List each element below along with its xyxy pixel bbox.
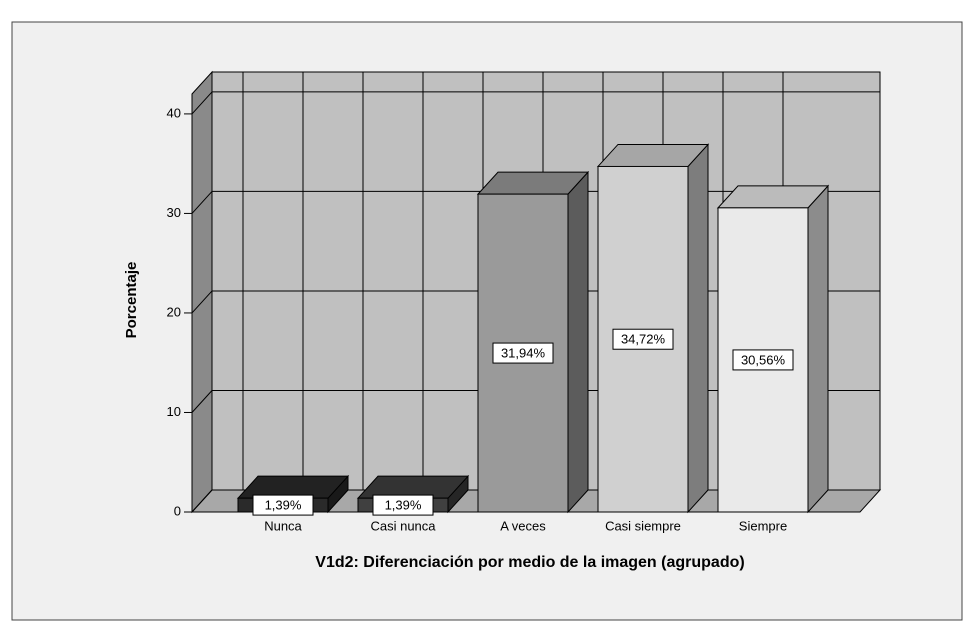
- x-tick-label: Nunca: [264, 518, 302, 533]
- value-label: 1,39%: [385, 498, 422, 513]
- value-label: 1,39%: [265, 498, 302, 513]
- x-tick-label: Casi siempre: [605, 518, 681, 533]
- bar-side: [807, 184, 829, 514]
- x-axis-label: V1d2: Diferenciación por medio de la ima…: [315, 554, 744, 571]
- y-tick-label: 30: [167, 205, 181, 220]
- grid-line: [191, 191, 213, 214]
- x-tick-label: Casi nunca: [370, 518, 436, 533]
- value-label-box: [252, 494, 314, 516]
- value-label-box: [492, 342, 554, 364]
- y-tick-label: 0: [174, 503, 181, 518]
- value-label: 30,56%: [741, 352, 786, 367]
- bar-side: [687, 143, 709, 514]
- grid-line: [191, 290, 213, 314]
- x-tick-label: Siempre: [739, 518, 787, 533]
- bar-side: [567, 170, 589, 514]
- grid-line: [191, 91, 213, 115]
- x-tick-label: A veces: [500, 518, 546, 533]
- grid-line: [191, 489, 213, 513]
- bar-top: [716, 185, 830, 209]
- value-label-box: [612, 328, 674, 350]
- bar-top: [596, 143, 710, 167]
- value-label-box: [372, 494, 434, 516]
- value-label-box: [732, 349, 794, 371]
- value-label: 34,72%: [621, 332, 666, 347]
- bar-top: [476, 171, 590, 195]
- y-tick-label: 10: [167, 404, 181, 419]
- y-axis-label: Porcentaje: [123, 262, 140, 339]
- value-label: 31,94%: [501, 345, 546, 360]
- side-wall: [191, 70, 213, 514]
- y-tick-label: 20: [167, 304, 181, 319]
- grid-line: [191, 390, 213, 413]
- y-tick-label: 40: [167, 105, 181, 120]
